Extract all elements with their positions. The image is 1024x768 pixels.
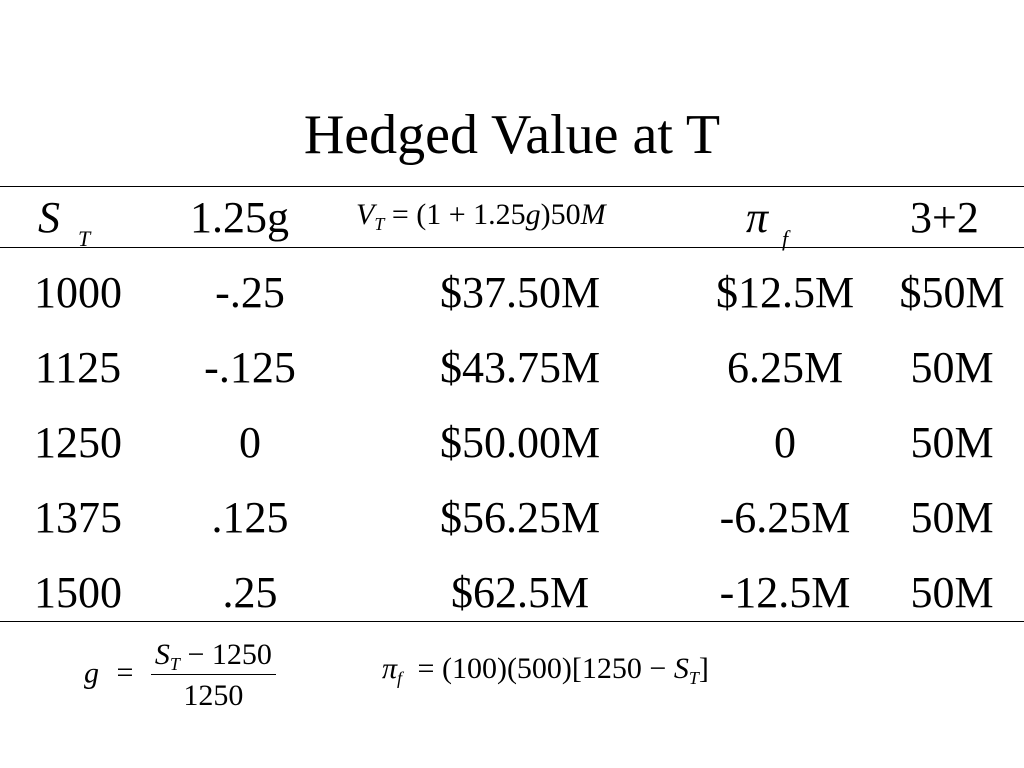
cell-vt-1: $37.50M xyxy=(439,268,601,317)
cell-vt-3: $50.00M xyxy=(439,418,601,467)
cell-vt-4: $56.25M xyxy=(439,493,601,542)
header-3-plus-2: 3+2 xyxy=(910,193,979,242)
cell-sum-1: $50M xyxy=(899,268,1005,317)
cell-g-2: -.125 xyxy=(204,343,296,392)
cell-vt-5: $62.5M xyxy=(450,568,590,617)
cell-st-1: 1000 xyxy=(34,268,122,317)
cell-st-2: 1125 xyxy=(34,343,122,392)
cell-sum-2: 50M xyxy=(910,343,994,392)
cell-sum-5: 50M xyxy=(910,568,994,617)
cell-pif-2: 6.25M xyxy=(726,343,844,392)
cell-sum-3: 50M xyxy=(910,418,994,467)
cell-sum-4: 50M xyxy=(910,493,994,542)
g-formula: g = ST − 1250 1250 xyxy=(84,638,276,713)
header-top-rule xyxy=(0,186,1024,187)
cell-st-3: 1250 xyxy=(34,418,122,467)
cell-st-4: 1375 xyxy=(34,493,122,542)
cell-pif-4: -6.25M xyxy=(719,493,851,542)
header-1-25g: 1.25g xyxy=(190,193,289,242)
cell-pif-1: $12.5M xyxy=(715,268,855,317)
cell-pif-3: 0 xyxy=(774,418,796,467)
cell-g-4: .125 xyxy=(211,493,289,542)
header-bottom-rule xyxy=(0,247,1024,248)
table-bottom-rule xyxy=(0,621,1024,622)
pi-f-formula: πf = (100)(500)[1250 − ST] xyxy=(382,652,709,688)
cell-g-1: -.25 xyxy=(215,268,285,317)
cell-pif-5: -12.5M xyxy=(719,568,851,617)
header-pi-f: π f xyxy=(746,193,789,251)
cell-vt-2: $43.75M xyxy=(439,343,601,392)
header-vt-formula: VT = (1 + 1.25g)50M xyxy=(356,198,606,234)
page-title: Hedged Value at T xyxy=(303,104,721,166)
g-fraction: ST − 1250 1250 xyxy=(150,638,276,713)
cell-g-3: 0 xyxy=(239,418,261,467)
cell-st-5: 1500 xyxy=(34,568,122,617)
cell-g-5: .25 xyxy=(222,568,278,617)
header-st: S T xyxy=(38,193,91,251)
